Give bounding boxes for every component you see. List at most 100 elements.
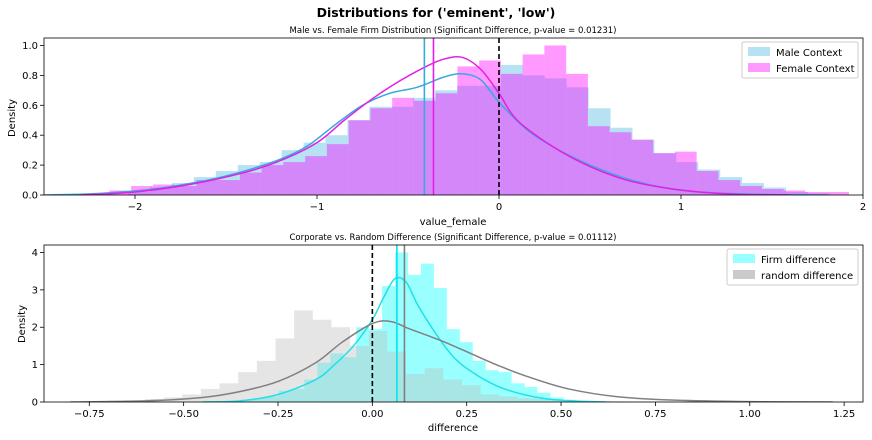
- firm-difference-hist-bar: [498, 372, 512, 402]
- random-difference-hist-bar: [275, 338, 295, 402]
- female-context-hist-bar: [631, 139, 654, 195]
- male-context-hist-bar: [150, 187, 172, 195]
- female-context-hist-bar: [805, 192, 828, 195]
- firm-difference-hist-bar: [537, 392, 551, 402]
- random-difference-hist-bar: [238, 372, 257, 402]
- firm-difference-hist-bar: [472, 360, 486, 402]
- female-context-hist-bar: [239, 172, 262, 195]
- bottom-legend-box: [726, 248, 859, 286]
- random-difference-hist-bar: [256, 360, 276, 402]
- male-context-hist-bar: [544, 78, 567, 195]
- female-context-hist-bar: [218, 180, 240, 195]
- bottom-y-tick-label: 1: [32, 360, 38, 371]
- female-context-hist-bar: [457, 66, 480, 195]
- male-context-hist-bar: [171, 183, 194, 195]
- top-legend-box: [741, 41, 859, 79]
- random-difference-kde-line: [70, 320, 833, 402]
- top-plot-area: −2 −1 0 1 2 0.0 0.2 0.4 0.6 0.8 1.0: [22, 37, 866, 213]
- female-context-hist-bar: [740, 186, 762, 195]
- firm-difference-hist-bar: [408, 274, 421, 402]
- male-context-hist-bar: [500, 64, 523, 195]
- male-context-hist-bar: [259, 162, 282, 195]
- legend-label-firm-difference: Firm difference: [761, 255, 836, 266]
- male-context-hist-bar: [281, 150, 304, 195]
- female-context-hist-bar: [500, 73, 523, 195]
- firm-difference-hist-bar: [524, 387, 538, 402]
- random-difference-hist-bar: [443, 379, 462, 402]
- top-x-axis-label: value_female: [420, 217, 487, 228]
- random-difference-hist-bar: [406, 373, 425, 402]
- firm-difference-kde-line: [202, 276, 607, 402]
- male-context-hist-bar: [720, 177, 743, 195]
- bottom-x-tick-label: 0.25: [456, 409, 478, 420]
- random-difference-hist-bar: [350, 345, 369, 402]
- top-y-tick-label: 0.6: [22, 101, 38, 112]
- top-x-tick-label: 0: [496, 202, 502, 213]
- bottom-x-tick-label: 1.00: [739, 409, 761, 420]
- legend-swatch-firm-difference: [733, 254, 755, 263]
- female-context-hist-bar: [174, 186, 197, 195]
- male-context-hist-bar: [764, 187, 787, 195]
- firm-difference-hist-bar: [382, 286, 396, 402]
- female-context-hist-bar: [587, 126, 610, 195]
- bottom-y-tick-label: 2: [32, 323, 38, 334]
- female-context-hist-bar: [435, 93, 458, 195]
- top-x-tick-label: 1: [678, 202, 684, 213]
- bottom-x-tick-label: 1.25: [833, 409, 855, 420]
- top-x-tick-label: 2: [860, 202, 866, 213]
- bottom-x-tick-label: −0.75: [74, 409, 105, 420]
- firm-difference-hist-bar: [265, 396, 279, 402]
- bottom-legend: Firm difference random difference: [726, 248, 859, 286]
- male-context-hist-bar: [128, 192, 151, 195]
- top-y-tick-label: 0.2: [22, 161, 38, 172]
- bottom-axes-frame: [43, 244, 864, 403]
- male-context-hist-bar: [478, 85, 501, 195]
- male-context-kde-line: [44, 73, 827, 195]
- male-context-hist-bar: [391, 106, 414, 195]
- firm-difference-hist-bar: [278, 390, 292, 402]
- random-difference-hist-bar: [368, 330, 388, 402]
- bottom-panel: Corporate vs. Random Difference (Signifi…: [17, 233, 864, 434]
- legend-label-male-context: Male Context: [776, 48, 842, 59]
- random-difference-hist-bar: [219, 383, 239, 402]
- legend-swatch-random-difference: [733, 270, 755, 279]
- bottom-x-tick-label: −0.50: [168, 409, 199, 420]
- female-context-hist-bar: [196, 180, 219, 195]
- legend-swatch-male-context: [748, 47, 770, 56]
- female-context-hist-bar: [522, 54, 545, 195]
- male-context-hist-bar: [303, 142, 326, 195]
- random-difference-hist-bar: [424, 368, 444, 402]
- male-context-hist-bar: [435, 90, 458, 195]
- random-difference-hist-bar: [499, 396, 518, 402]
- female-context-hist-bar: [783, 190, 806, 195]
- female-context-hist-bar: [761, 189, 784, 195]
- random-difference-hist-bar: [200, 388, 220, 402]
- female-context-hist-bar: [544, 45, 567, 195]
- female-context-hist-bar: [696, 171, 719, 195]
- female-context-hist-bar: [674, 151, 697, 195]
- bottom-plot-area: −0.75 −0.50 −0.25 0.00 0.25 0.50 0.75 1.00 1.25 0…: [32, 244, 864, 420]
- male-context-hist-bar: [369, 106, 392, 195]
- firm-difference-hist-bar: [485, 370, 499, 402]
- female-context-hist-bar: [326, 144, 349, 195]
- top-axes-frame: [43, 37, 864, 196]
- female-context-kde-line: [80, 55, 791, 195]
- female-context-hist-bar: [609, 132, 632, 195]
- bottom-x-tick-label: 0.50: [550, 409, 572, 420]
- legend-label-random-difference: random difference: [761, 271, 853, 282]
- firm-difference-hist-bar: [343, 357, 357, 402]
- top-y-tick-label: 1.0: [22, 41, 38, 52]
- top-y-tick-label: 0.8: [22, 71, 38, 82]
- top-panel: Male vs. Female Firm Distribution (Signi…: [7, 26, 866, 228]
- top-x-tick-label: −1: [310, 202, 325, 213]
- random-difference-hist-bar: [480, 394, 500, 402]
- top-y-tick-label: 0.0: [22, 191, 38, 202]
- bottom-x-tick-label: 0.00: [361, 409, 383, 420]
- male-context-hist-bar: [698, 169, 721, 195]
- female-context-hist-bar: [827, 192, 849, 195]
- top-panel-title: Male vs. Female Firm Distribution (Signi…: [290, 26, 617, 36]
- random-difference-hist-bar: [461, 385, 481, 402]
- firm-difference-hist-bar: [304, 379, 318, 402]
- female-context-hist-bar: [305, 156, 327, 195]
